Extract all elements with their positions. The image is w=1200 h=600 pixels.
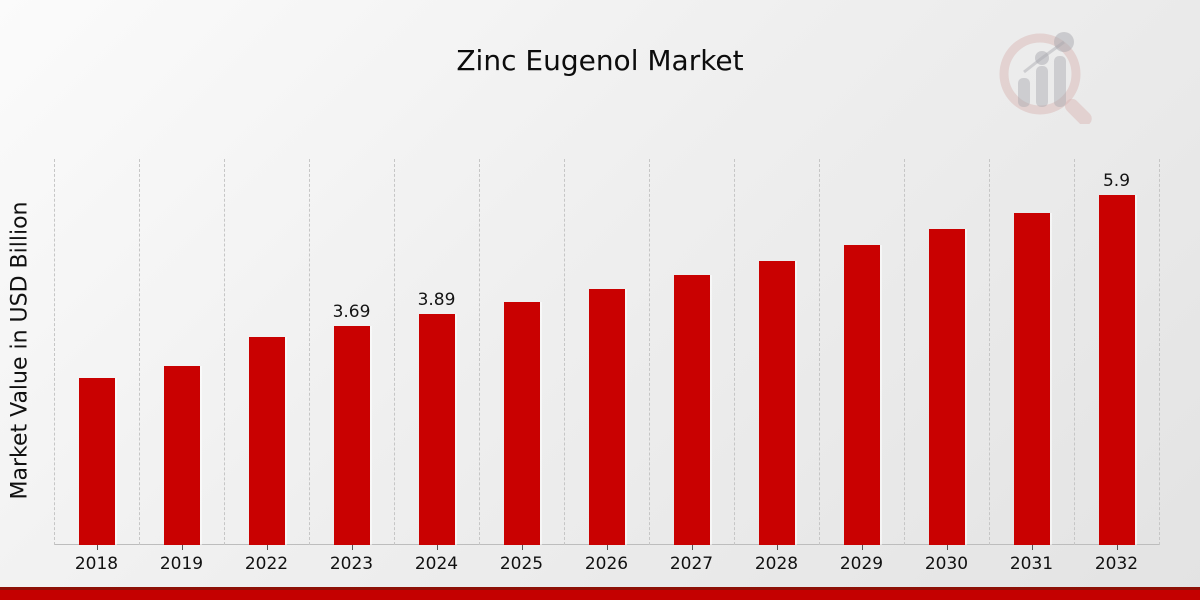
x-axis-tick bbox=[266, 545, 268, 550]
bar-value-label-2032: 5.9 bbox=[1102, 170, 1131, 191]
gridline bbox=[904, 159, 905, 545]
x-axis-tick bbox=[1031, 545, 1033, 550]
x-axis-label-2024: 2024 bbox=[414, 554, 459, 574]
x-axis-label-2019: 2019 bbox=[159, 554, 204, 574]
gridline bbox=[819, 159, 820, 545]
bar-2032 bbox=[1098, 194, 1135, 545]
x-axis-tick bbox=[776, 545, 778, 550]
gridline bbox=[309, 159, 310, 545]
bar-2028 bbox=[758, 260, 795, 545]
x-axis-label-2023: 2023 bbox=[329, 554, 374, 574]
gridline bbox=[564, 159, 565, 545]
x-axis-label-2028: 2028 bbox=[754, 554, 799, 574]
y-axis-title: Market Value in USD Billion bbox=[7, 201, 33, 500]
bar-value-label-2023: 3.69 bbox=[332, 301, 371, 322]
gridline bbox=[1074, 159, 1075, 545]
gridline bbox=[1159, 159, 1160, 545]
x-axis-label-2030: 2030 bbox=[924, 554, 969, 574]
bar-2024 bbox=[418, 314, 455, 545]
bar-2026 bbox=[588, 288, 625, 545]
bar-value-label-2024: 3.89 bbox=[417, 290, 456, 311]
x-axis-tick bbox=[521, 545, 523, 550]
gridline bbox=[649, 159, 650, 545]
x-axis-label-2025: 2025 bbox=[499, 554, 544, 574]
bottom-accent-bar bbox=[0, 587, 1200, 600]
x-axis-label-2029: 2029 bbox=[839, 554, 884, 574]
gridline bbox=[139, 159, 140, 545]
x-axis-label-2026: 2026 bbox=[584, 554, 629, 574]
plot-area: 2018 2019 2022 3.69 2023 3.89 2024 2025 2026 2027… bbox=[54, 155, 1160, 574]
magnifier-bar-chart-icon bbox=[988, 22, 1100, 126]
gridline bbox=[989, 159, 990, 545]
gridline bbox=[734, 159, 735, 545]
x-axis-label-2018: 2018 bbox=[74, 554, 119, 574]
x-axis-tick bbox=[691, 545, 693, 550]
bar-2030 bbox=[928, 229, 965, 545]
bar-2022 bbox=[248, 337, 285, 545]
gridline bbox=[224, 159, 225, 545]
x-axis-tick bbox=[946, 545, 948, 550]
x-axis-tick bbox=[351, 545, 353, 550]
bar-2023 bbox=[333, 325, 370, 545]
gridline bbox=[54, 159, 55, 545]
x-axis-label-2022: 2022 bbox=[244, 554, 289, 574]
x-axis-label-2027: 2027 bbox=[669, 554, 714, 574]
x-axis-tick bbox=[181, 545, 183, 550]
x-axis-tick bbox=[96, 545, 98, 550]
x-axis-tick bbox=[1116, 545, 1118, 550]
bar-2029 bbox=[843, 245, 880, 545]
bar-2018 bbox=[78, 378, 115, 545]
x-axis-tick bbox=[861, 545, 863, 550]
bar-2019 bbox=[163, 366, 200, 545]
gridline bbox=[479, 159, 480, 545]
x-axis-tick bbox=[436, 545, 438, 550]
x-axis-label-2031: 2031 bbox=[1009, 554, 1054, 574]
x-axis-label-2032: 2032 bbox=[1094, 554, 1139, 574]
bar-2031 bbox=[1013, 212, 1050, 545]
chart-title: Zinc Eugenol Market bbox=[456, 44, 744, 77]
bar-2027 bbox=[673, 274, 710, 545]
x-axis-tick bbox=[606, 545, 608, 550]
gridline bbox=[394, 159, 395, 545]
bar-2025 bbox=[503, 301, 540, 545]
